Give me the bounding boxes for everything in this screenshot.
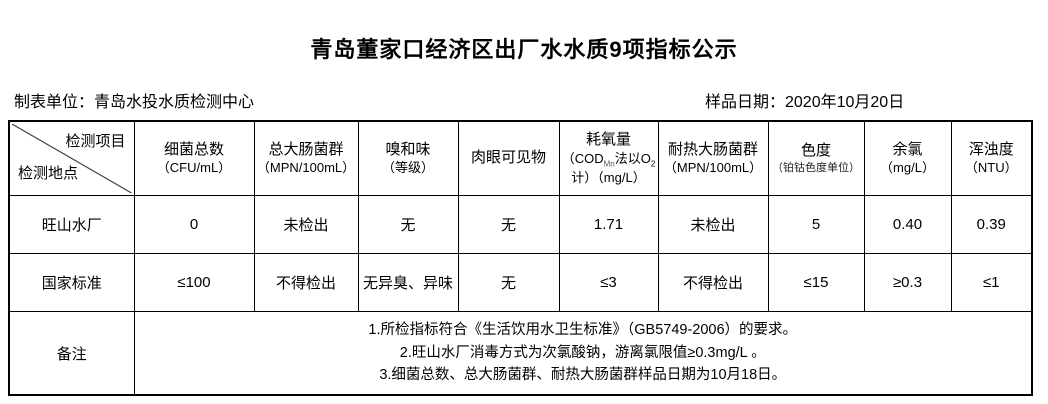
sample-date-label: 样品日期：2020年10月20日 [705, 94, 905, 111]
col-header-thermotolerant-coliform: 耐热大肠菌群 （MPN/100mL） [657, 120, 769, 196]
cell-value: 不得检出 [657, 253, 769, 312]
header-name: 色度 [800, 142, 831, 160]
remarks-row: 备注 1.所检指标符合《生活饮用水卫生标准》（GB5749-2006）的要求。 … [8, 311, 1033, 396]
header-name: 嗅和味 [385, 140, 431, 158]
col-header-bacteria: 细菌总数 （CFU/mL） [133, 120, 255, 196]
table-row-national-standard: 国家标准 ≤100 不得检出 无异臭、异味 无 ≤3 不得检出 ≤15 ≥0.3… [8, 253, 1033, 312]
cell-value: 0 [133, 195, 255, 254]
cell-value: 5 [767, 195, 865, 254]
header-name: 肉眼可见物 [470, 149, 546, 167]
cell-value: ≤1 [950, 253, 1033, 312]
corner-label-items: 检测项目 [65, 133, 126, 150]
header-name: 浑浊度 [968, 140, 1014, 158]
cell-value: 无异臭、异味 [357, 253, 459, 312]
col-header-total-coliform: 总大肠菌群 （MPN/100mL） [253, 120, 359, 196]
header-unit: （CFU/mL） [156, 160, 232, 176]
header-unit: （MPN/100mL） [663, 160, 763, 176]
cell-value: 1.71 [558, 195, 659, 254]
cell-value: 未检出 [253, 195, 359, 254]
diagonal-line-icon [12, 124, 132, 193]
row-label: 旺山水厂 [8, 195, 135, 254]
col-header-visible-matter: 肉眼可见物 [457, 120, 560, 196]
header-unit: （MPN/100mL） [256, 160, 356, 176]
corner-cell: 检测项目 检测地点 [8, 120, 135, 196]
col-header-oxygen-consumption: 耗氧量 （CODMn法以O2计）（mg/L） [558, 120, 659, 196]
cell-value: ≤100 [133, 253, 255, 312]
header-unit: （mg/L） [880, 160, 935, 176]
remark-line: 3.细菌总数、总大肠菌群、耐热大肠菌群样品日期为10月18日。 [379, 367, 787, 384]
col-header-turbidity: 浑浊度 （NTU） [950, 120, 1033, 196]
col-header-color: 色度 （铂钴色度单位） [767, 120, 865, 196]
remarks-content: 1.所检指标符合《生活饮用水卫生标准》（GB5749-2006）的要求。 2.旺… [133, 311, 1033, 396]
header-name: 余氯 [892, 140, 923, 158]
cell-value: 0.39 [950, 195, 1033, 254]
header-unit: （NTU） [964, 160, 1018, 176]
header-row: 检测项目 检测地点 细菌总数 （CFU/mL） 总大肠菌群 （MPN/100mL… [8, 120, 1033, 196]
remark-line: 1.所检指标符合《生活饮用水卫生标准》（GB5749-2006）的要求。 [368, 322, 798, 339]
prepared-by-label: 制表单位：青岛水投水质检测中心 [14, 94, 255, 111]
remark-line: 2.旺山水厂消毒方式为次氯酸钠，游离氯限值≥0.3mg/L 。 [399, 344, 766, 361]
header-name: 耗氧量 [585, 131, 631, 149]
cell-value: 不得检出 [253, 253, 359, 312]
water-quality-table: 检测项目 检测地点 细菌总数 （CFU/mL） 总大肠菌群 （MPN/100mL… [8, 120, 1033, 396]
header-name: 耐热大肠菌群 [667, 140, 758, 158]
subscript-2: 2 [650, 159, 656, 169]
header-unit: （CODMn法以O2计）（mg/L） [561, 150, 656, 185]
page-title: 青岛董家口经济区出厂水水质9项指标公示 [310, 37, 738, 62]
cell-value: 无 [457, 195, 560, 254]
subscript-mn: Mn [603, 159, 615, 169]
header-name: 细菌总数 [163, 140, 224, 158]
col-header-residual-chlorine: 余氯 （mg/L） [863, 120, 952, 196]
corner-label-sites: 检测地点 [18, 165, 79, 182]
col-header-odor: 嗅和味 （等级） [357, 120, 459, 196]
header-unit: （铂钴色度单位） [772, 162, 860, 175]
header-unit: （等级） [381, 160, 434, 176]
header-name: 总大肠菌群 [268, 140, 344, 158]
cell-value: ≥0.3 [863, 253, 952, 312]
remarks-label: 备注 [8, 311, 135, 396]
cell-value: 未检出 [657, 195, 769, 254]
row-label: 国家标准 [8, 253, 135, 312]
cell-value: 无 [457, 253, 560, 312]
cell-value: 无 [357, 195, 459, 254]
cell-value: 0.40 [863, 195, 952, 254]
cell-value: ≤3 [558, 253, 659, 312]
table-row-wangshan: 旺山水厂 0 未检出 无 无 1.71 未检出 5 0.40 0.39 [8, 195, 1033, 254]
cell-value: ≤15 [767, 253, 865, 312]
